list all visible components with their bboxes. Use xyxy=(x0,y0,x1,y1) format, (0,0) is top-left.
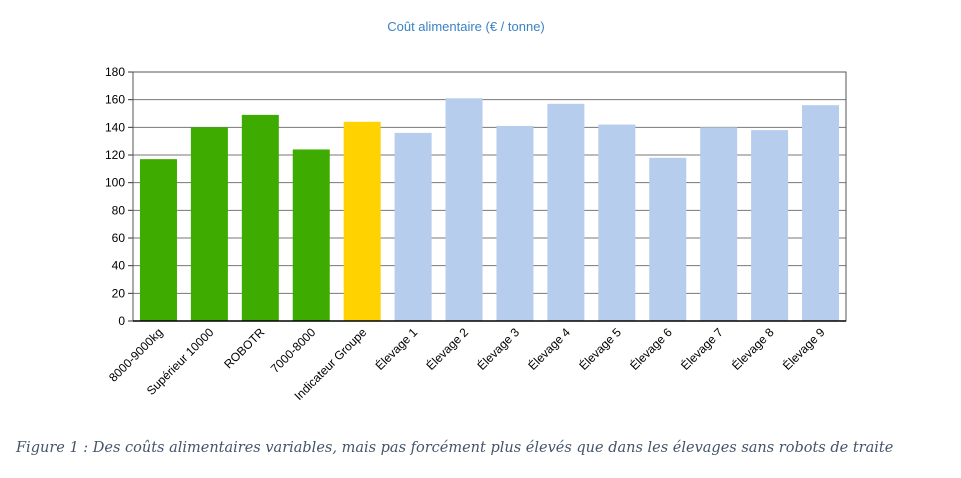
x-tick-label: Élevage 6 xyxy=(627,324,676,373)
bar xyxy=(292,149,330,321)
y-tick-label: 80 xyxy=(112,203,126,217)
x-tick-label: Élevage 1 xyxy=(372,324,421,373)
y-tick-label: 140 xyxy=(105,120,125,134)
y-tick-label: 0 xyxy=(118,314,125,328)
bar xyxy=(802,105,840,321)
y-tick-label: 100 xyxy=(105,176,125,190)
bar xyxy=(190,127,228,321)
y-tick-label: 160 xyxy=(105,93,125,107)
x-tick-label: Élevage 9 xyxy=(779,324,828,373)
grid-lines xyxy=(128,71,846,322)
bars xyxy=(139,98,840,322)
bar xyxy=(394,132,432,321)
bar xyxy=(139,159,177,321)
chart-title: Coût alimentaire (€ / tonne) xyxy=(387,19,545,34)
y-tick-label: 20 xyxy=(112,286,126,300)
x-tick-label: Élevage 5 xyxy=(576,324,625,373)
x-tick-label: Élevage 3 xyxy=(474,324,523,373)
bar xyxy=(496,125,534,321)
figure-caption: Figure 1 : Des coûts alimentaires variab… xyxy=(16,440,894,456)
bar xyxy=(547,103,585,321)
x-tick-label: ROBOTR xyxy=(221,325,267,371)
x-tick-label: Élevage 2 xyxy=(423,324,472,373)
bar xyxy=(649,157,687,321)
axes xyxy=(132,71,847,322)
bar xyxy=(598,124,636,321)
x-tick-label: Élevage 8 xyxy=(728,324,777,373)
y-tick-labels: 0 20 40 60 80 100 120 140 160 180 xyxy=(105,65,125,328)
y-tick-label: 180 xyxy=(105,65,125,79)
y-tick-label: 60 xyxy=(112,231,126,245)
bar xyxy=(445,98,483,322)
bar xyxy=(751,130,789,321)
y-tick-label: 120 xyxy=(105,148,125,162)
bar xyxy=(343,121,381,321)
bar xyxy=(241,114,279,321)
bar xyxy=(700,127,738,321)
x-tick-label: 7000-8000 xyxy=(268,325,319,376)
y-tick-label: 40 xyxy=(112,259,126,273)
x-tick-label: Élevage 7 xyxy=(677,324,726,373)
plot-frame xyxy=(132,71,847,322)
x-tick-label: Élevage 4 xyxy=(525,324,574,373)
bar-chart: Coût alimentaire (€ / tonne) 0 20 40 60 80 10… xyxy=(105,19,847,403)
